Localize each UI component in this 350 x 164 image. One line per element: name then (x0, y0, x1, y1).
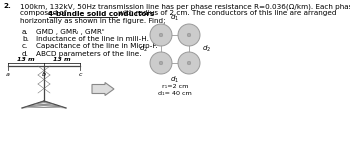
Text: 13 m: 13 m (53, 57, 71, 62)
Text: d₁= 40 cm: d₁= 40 cm (158, 91, 192, 96)
Circle shape (159, 33, 163, 37)
Text: composed of: composed of (20, 10, 69, 17)
Text: ABCD parameters of the line.: ABCD parameters of the line. (36, 51, 141, 57)
Text: 13 m: 13 m (17, 57, 35, 62)
Text: c: c (78, 72, 82, 76)
Circle shape (178, 52, 200, 74)
Text: Capacitance of the line in Micro-F.: Capacitance of the line in Micro-F. (36, 43, 158, 49)
Text: $d_2$: $d_2$ (202, 44, 211, 54)
Text: $d_1$: $d_1$ (170, 75, 180, 85)
Circle shape (187, 33, 191, 37)
Text: d.: d. (22, 51, 29, 57)
Text: 2.: 2. (3, 3, 11, 9)
Text: 100km, 132kV, 50Hz transmission line has per phase resistance R=0.036(Ω/km). Eac: 100km, 132kV, 50Hz transmission line has… (20, 3, 350, 10)
Text: r₁=2 cm: r₁=2 cm (162, 84, 188, 89)
Circle shape (150, 24, 172, 46)
Circle shape (159, 61, 163, 65)
Text: $d_2$: $d_2$ (139, 44, 148, 54)
Text: $d_1$: $d_1$ (170, 12, 180, 22)
Text: Inductance of the line in mili-H.: Inductance of the line in mili-H. (36, 36, 149, 42)
Text: with radius of 2 cm. The conductors of this line are arranged: with radius of 2 cm. The conductors of t… (117, 10, 337, 17)
Circle shape (150, 52, 172, 74)
Text: b: b (42, 72, 46, 76)
Text: c.: c. (22, 43, 28, 49)
Text: 4-bundle solid conductors: 4-bundle solid conductors (49, 10, 155, 17)
Circle shape (187, 61, 191, 65)
Text: a.: a. (22, 29, 29, 35)
Text: b.: b. (22, 36, 29, 42)
Circle shape (178, 24, 200, 46)
FancyArrow shape (92, 82, 114, 95)
Text: GMD , GMRₗ , GMRᶜ: GMD , GMRₗ , GMRᶜ (36, 29, 105, 35)
Text: a: a (6, 72, 10, 76)
Text: horizontally as shown in the figure. Find;: horizontally as shown in the figure. Fin… (20, 18, 166, 24)
